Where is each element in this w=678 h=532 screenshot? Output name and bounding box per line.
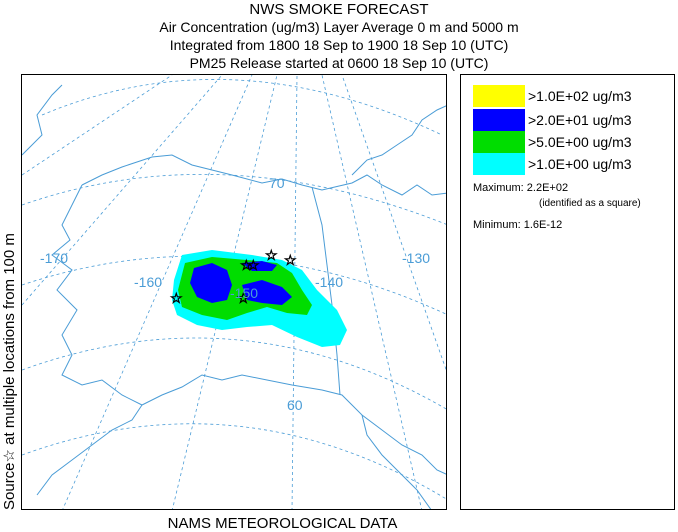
lat-line-65 xyxy=(22,255,446,315)
source-star: ☆ xyxy=(237,291,250,307)
lon-line-120 xyxy=(341,75,446,371)
border-alaska-canada xyxy=(311,186,341,396)
alaska-west-coast xyxy=(36,184,143,496)
alaska-north-coast xyxy=(81,154,446,196)
lon-line-160 xyxy=(62,75,253,509)
lon-line-180 xyxy=(22,75,173,176)
maximum-value: Maximum: 2.2E+02 xyxy=(473,182,569,194)
maximum-note: (identified as a square) xyxy=(539,198,641,209)
russia-coast xyxy=(22,84,63,156)
concentration-description: Air Concentration (ug/m3) Layer Average … xyxy=(159,19,519,35)
forecast-title: NWS SMOKE FORECAST xyxy=(249,1,429,18)
legend-swatch xyxy=(473,153,525,175)
source-star: ☆ xyxy=(240,258,253,274)
minimum-value: Minimum: 1.6E-12 xyxy=(473,219,563,231)
lat-line-75 xyxy=(41,79,443,136)
integration-period: Integrated from 1800 18 Sep to 1900 18 S… xyxy=(169,37,509,53)
lat-label-60: 60 xyxy=(287,397,303,413)
lon-line-170 xyxy=(22,75,223,306)
source-star: ☆ xyxy=(284,253,297,269)
legend-label: >1.0E+02 ug/m3 xyxy=(528,88,632,104)
source-markers: ☆ ☆ ☆ ☆ ☆ ☆ xyxy=(170,248,297,308)
source-star: ☆ xyxy=(265,248,278,264)
lat-line-55 xyxy=(22,423,446,500)
lat-label-70: 70 xyxy=(269,175,285,191)
source-star: ☆ xyxy=(247,258,260,274)
lon-label-140: -140 xyxy=(315,274,343,290)
legend-label: >5.0E+00 ug/m3 xyxy=(528,134,632,150)
smoke-plume xyxy=(172,250,347,347)
map-svg: ☆ ☆ ☆ ☆ ☆ ☆ -170 -160 -150 -140 -130 70 … xyxy=(22,75,446,509)
lat-line-70 xyxy=(22,174,446,225)
smoke-map[interactable]: ☆ ☆ ☆ ☆ ☆ ☆ -170 -160 -150 -140 -130 70 … xyxy=(21,74,447,510)
canada-arctic xyxy=(351,105,446,176)
legend-label: >1.0E+00 ug/m3 xyxy=(528,156,632,172)
coastlines xyxy=(22,84,446,509)
source-side-text: Source☆ at multiple locations from 100 m xyxy=(1,233,18,510)
legend-swatch xyxy=(473,109,525,131)
legend-swatch xyxy=(473,85,525,107)
meteorological-data-label: NAMS METEOROLOGICAL DATA xyxy=(167,515,398,532)
plume-blue-center xyxy=(242,280,292,305)
lon-label-170: -170 xyxy=(40,250,68,266)
lon-label-130: -130 xyxy=(402,250,430,266)
lon-line-130 xyxy=(321,75,422,509)
legend-label: >2.0E+01 ug/m3 xyxy=(528,112,632,128)
plume-blue-north xyxy=(242,261,277,271)
source-star: ☆ xyxy=(170,291,183,307)
source-side-label: Source☆ at multiple locations from 100 m xyxy=(0,74,20,510)
lat-line-60 xyxy=(22,337,446,410)
plume-blue-west xyxy=(190,263,232,303)
legend-swatch xyxy=(473,131,525,153)
panhandle xyxy=(361,414,432,509)
alaska-south-coast xyxy=(141,374,446,475)
legend: >1.0E+02 ug/m3 >2.0E+01 ug/m3 >5.0E+00 u… xyxy=(460,74,675,510)
release-start: PM25 Release started at 0600 18 Sep 10 (… xyxy=(189,55,489,71)
lon-label-160: -160 xyxy=(134,274,162,290)
map-labels: -170 -160 -150 -140 -130 70 60 xyxy=(40,175,430,413)
lon-label-150: -150 xyxy=(230,285,258,301)
